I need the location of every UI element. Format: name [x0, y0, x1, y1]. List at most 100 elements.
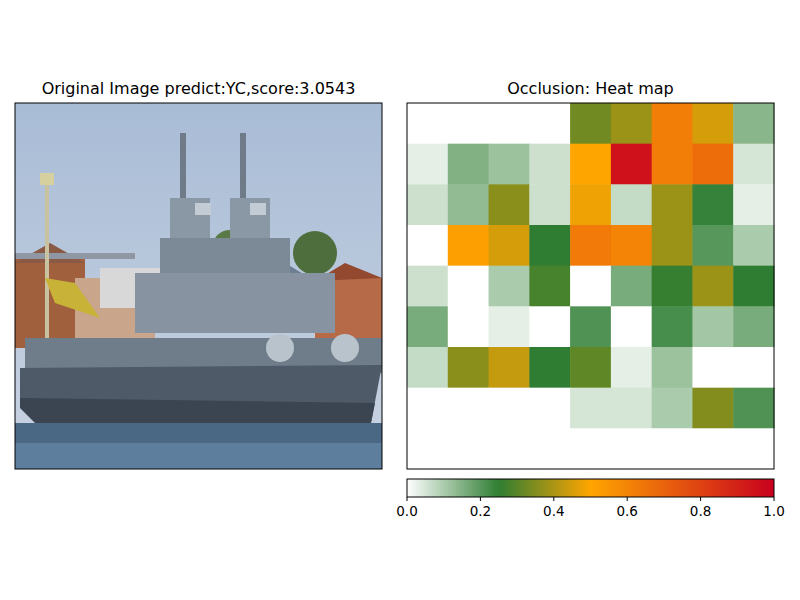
image-title: Original Image predict:YC,score:3.0543: [42, 79, 356, 98]
photo: [15, 103, 382, 469]
colorbar-tick-label: 0.8: [690, 503, 711, 519]
heatmap-cell: [611, 266, 652, 307]
heatmap-cell: [448, 144, 489, 185]
colorbar-tick: [553, 497, 554, 501]
heatmap-cell: [611, 388, 652, 429]
heatmap-cell: [407, 347, 448, 388]
heatmap-cell: [570, 347, 611, 388]
colorbar: [407, 479, 774, 497]
heatmap-cell: [652, 306, 693, 347]
heatmap-cell: [570, 184, 611, 225]
heatmap-cell: [733, 225, 774, 266]
heatmap-cell: [733, 266, 774, 307]
heatmap-cell: [652, 388, 693, 429]
heatmap-cell: [570, 144, 611, 185]
heatmap-cell: [489, 225, 530, 266]
heatmap-cell: [611, 144, 652, 185]
photo-part: [293, 231, 337, 275]
heatmap-cell: [611, 225, 652, 266]
heatmap-cell: [489, 388, 530, 429]
heatmap-cell: [529, 388, 570, 429]
heatmap-cell: [570, 428, 611, 469]
heatmap-cell: [733, 388, 774, 429]
heatmap-cell: [529, 103, 570, 144]
heatmap-cell: [652, 428, 693, 469]
heatmap-cell: [448, 103, 489, 144]
heatmap-cell: [448, 225, 489, 266]
heatmap-cell: [448, 306, 489, 347]
image-frame: [15, 103, 382, 469]
heatmap-cell: [529, 428, 570, 469]
heatmap-cell: [652, 347, 693, 388]
heatmap-cell: [611, 184, 652, 225]
photo-part: [250, 203, 266, 215]
heatmap-cell: [611, 306, 652, 347]
photo-part: [15, 253, 135, 259]
heatmap-cell: [448, 266, 489, 307]
heatmap-cell: [692, 103, 733, 144]
heatmap-cell: [570, 388, 611, 429]
heatmap-cell: [407, 144, 448, 185]
heatmap-cell: [733, 428, 774, 469]
heatmap-cell: [733, 306, 774, 347]
heatmap-title: Occlusion: Heat map: [507, 79, 674, 98]
heatmap-cell: [407, 103, 448, 144]
heatmap-cell: [692, 388, 733, 429]
heatmap-cell: [489, 306, 530, 347]
heatmap-cell: [652, 103, 693, 144]
heatmap-cell: [692, 306, 733, 347]
water: [15, 443, 382, 469]
heatmap-cell: [448, 388, 489, 429]
heatmap-cell: [611, 428, 652, 469]
photo-part: [230, 198, 270, 238]
photo-part: [266, 334, 294, 362]
photo-part: [195, 203, 211, 215]
colorbar-tick: [627, 497, 628, 501]
heatmap-cell: [611, 347, 652, 388]
heatmap-cell: [733, 184, 774, 225]
colorbar-tick: [407, 497, 408, 501]
heatmap-cell: [489, 266, 530, 307]
heatmap-cell: [652, 225, 693, 266]
heatmap-cell: [489, 103, 530, 144]
heatmap-cell: [407, 225, 448, 266]
heatmap-cell: [529, 347, 570, 388]
figure: Original Image predict:YC,score:3.0543 Oc…: [0, 0, 800, 600]
heatmap-cell: [570, 306, 611, 347]
colorbar-tick-label: 0.4: [543, 503, 564, 519]
heatmap-cell: [489, 347, 530, 388]
photo-part: [40, 173, 54, 185]
colorbar-tick: [480, 497, 481, 501]
heatmap-cell: [570, 225, 611, 266]
colorbar-tick-label: 0.0: [396, 503, 417, 519]
heatmap-cell: [570, 103, 611, 144]
colorbar-tick: [774, 497, 775, 501]
heatmap-cell: [652, 266, 693, 307]
heatmap-cell: [570, 266, 611, 307]
heatmap-cell: [692, 428, 733, 469]
heatmap-cell: [448, 347, 489, 388]
heatmap-cell: [489, 184, 530, 225]
heatmap-cell: [529, 266, 570, 307]
heatmap-cell: [489, 144, 530, 185]
colorbar-tick-label: 0.2: [470, 503, 491, 519]
heatmap-cell: [529, 225, 570, 266]
photo-part: [170, 198, 210, 238]
photo-part: [135, 273, 335, 333]
photo-part: [20, 365, 382, 433]
heatmap-cell: [692, 184, 733, 225]
heatmap-cell: [489, 428, 530, 469]
heatmap-cell: [448, 428, 489, 469]
heatmap-cell: [407, 428, 448, 469]
sky: [15, 103, 382, 469]
heatmap-cell: [611, 103, 652, 144]
heatmap-cell: [733, 103, 774, 144]
heatmap-cell: [407, 266, 448, 307]
heatmap-cell: [733, 347, 774, 388]
heatmap-cell: [692, 144, 733, 185]
heatmap-cell: [529, 306, 570, 347]
heatmap-cell: [692, 266, 733, 307]
heatmap-cell: [407, 388, 448, 429]
heatmap-cell: [733, 144, 774, 185]
heatmap-cell: [407, 184, 448, 225]
